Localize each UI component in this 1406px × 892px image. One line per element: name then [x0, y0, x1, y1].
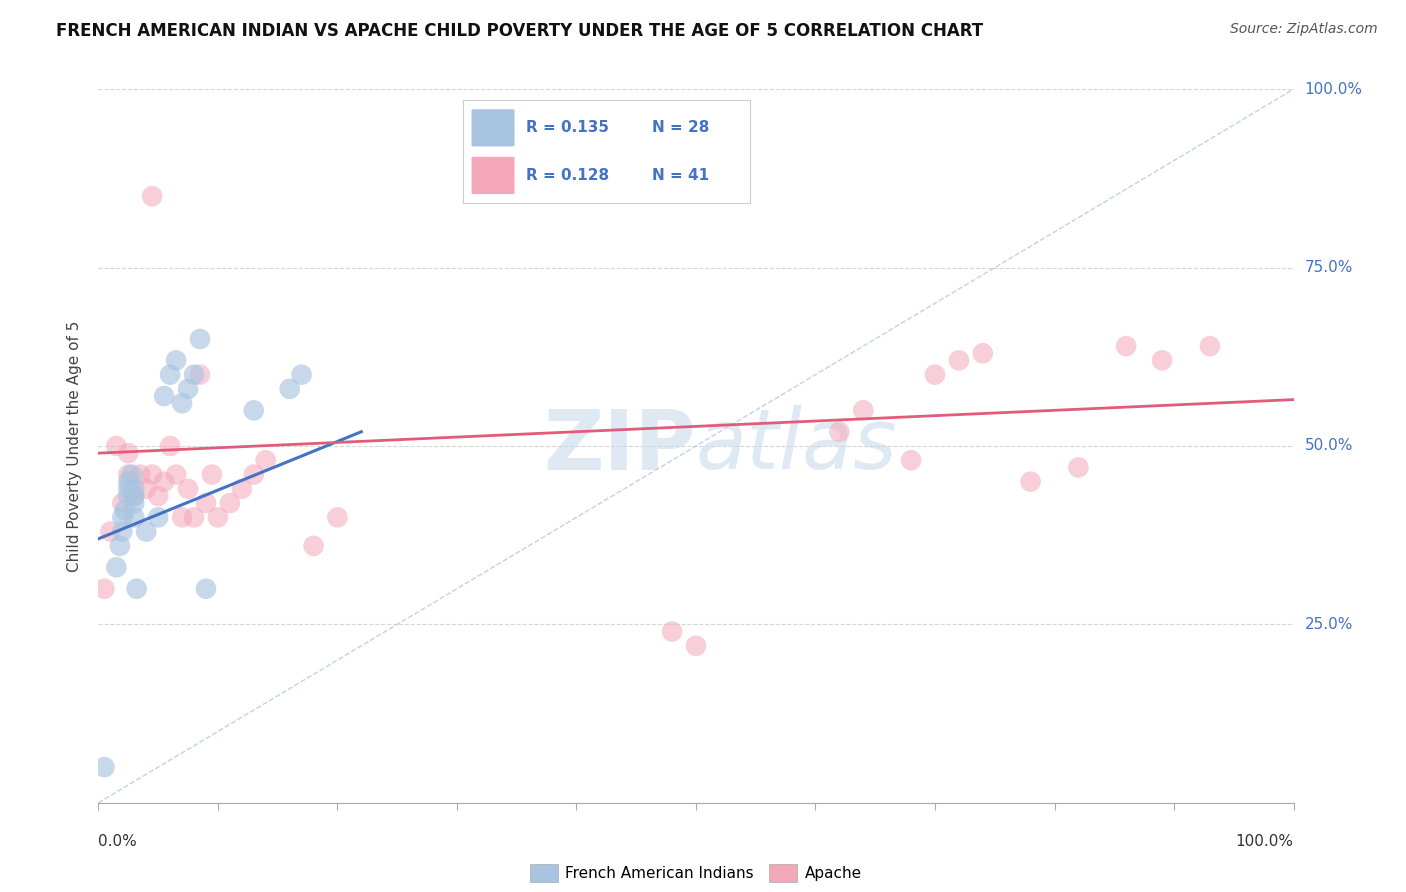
Point: [243, 467, 266, 482]
Point: [685, 639, 707, 653]
Point: [219, 496, 242, 510]
Point: [207, 510, 229, 524]
Point: [290, 368, 312, 382]
Point: [93, 582, 115, 596]
Legend: French American Indians, Apache: French American Indians, Apache: [524, 858, 868, 888]
Point: [165, 353, 187, 368]
Point: [177, 482, 200, 496]
Point: [124, 482, 146, 496]
Point: [948, 353, 970, 368]
Point: [129, 467, 152, 482]
Text: 50.0%: 50.0%: [1305, 439, 1353, 453]
Point: [148, 489, 170, 503]
Text: atlas: atlas: [696, 406, 897, 486]
Point: [108, 539, 131, 553]
Point: [172, 510, 194, 524]
Point: [661, 624, 683, 639]
Point: [117, 475, 139, 489]
Point: [302, 539, 325, 553]
Point: [828, 425, 851, 439]
Point: [201, 467, 224, 482]
Point: [159, 439, 181, 453]
Point: [125, 582, 148, 596]
Point: [1150, 353, 1173, 368]
Point: [111, 496, 134, 510]
Text: 100.0%: 100.0%: [1236, 834, 1294, 849]
Point: [111, 524, 134, 539]
Point: [148, 510, 170, 524]
Point: [1067, 460, 1090, 475]
Point: [153, 389, 176, 403]
Point: [98, 524, 122, 539]
Point: [141, 467, 163, 482]
Point: [124, 489, 146, 503]
Point: [183, 368, 205, 382]
Point: [177, 382, 200, 396]
Text: 100.0%: 100.0%: [1305, 82, 1362, 96]
Point: [972, 346, 994, 360]
Point: [231, 482, 253, 496]
Text: Source: ZipAtlas.com: Source: ZipAtlas.com: [1230, 22, 1378, 37]
Point: [243, 403, 266, 417]
Point: [135, 524, 157, 539]
Text: ZIP: ZIP: [544, 406, 696, 486]
Point: [124, 489, 146, 503]
Text: 0.0%: 0.0%: [98, 834, 138, 849]
Point: [105, 560, 128, 574]
Point: [326, 510, 349, 524]
Point: [135, 482, 157, 496]
Point: [159, 368, 181, 382]
Text: 75.0%: 75.0%: [1305, 260, 1353, 275]
Point: [153, 475, 176, 489]
Point: [172, 396, 194, 410]
Point: [924, 368, 946, 382]
Point: [105, 439, 128, 453]
Point: [1115, 339, 1137, 353]
Point: [117, 489, 139, 503]
Point: [188, 332, 211, 346]
Point: [183, 510, 205, 524]
Point: [1198, 339, 1220, 353]
Point: [852, 403, 875, 417]
Point: [117, 467, 139, 482]
Point: [188, 368, 211, 382]
Point: [278, 382, 301, 396]
Point: [1019, 475, 1042, 489]
Text: 25.0%: 25.0%: [1305, 617, 1353, 632]
Text: FRENCH AMERICAN INDIAN VS APACHE CHILD POVERTY UNDER THE AGE OF 5 CORRELATION CH: FRENCH AMERICAN INDIAN VS APACHE CHILD P…: [56, 22, 983, 40]
Point: [93, 760, 115, 774]
Point: [114, 503, 136, 517]
Point: [141, 189, 163, 203]
Point: [124, 510, 146, 524]
Point: [900, 453, 922, 467]
Point: [254, 453, 277, 467]
Point: [117, 446, 139, 460]
Point: [165, 467, 187, 482]
Y-axis label: Child Poverty Under the Age of 5: Child Poverty Under the Age of 5: [67, 320, 83, 572]
Point: [111, 510, 134, 524]
Point: [121, 467, 143, 482]
Point: [194, 496, 217, 510]
Point: [124, 496, 146, 510]
Point: [194, 582, 217, 596]
Point: [117, 482, 139, 496]
